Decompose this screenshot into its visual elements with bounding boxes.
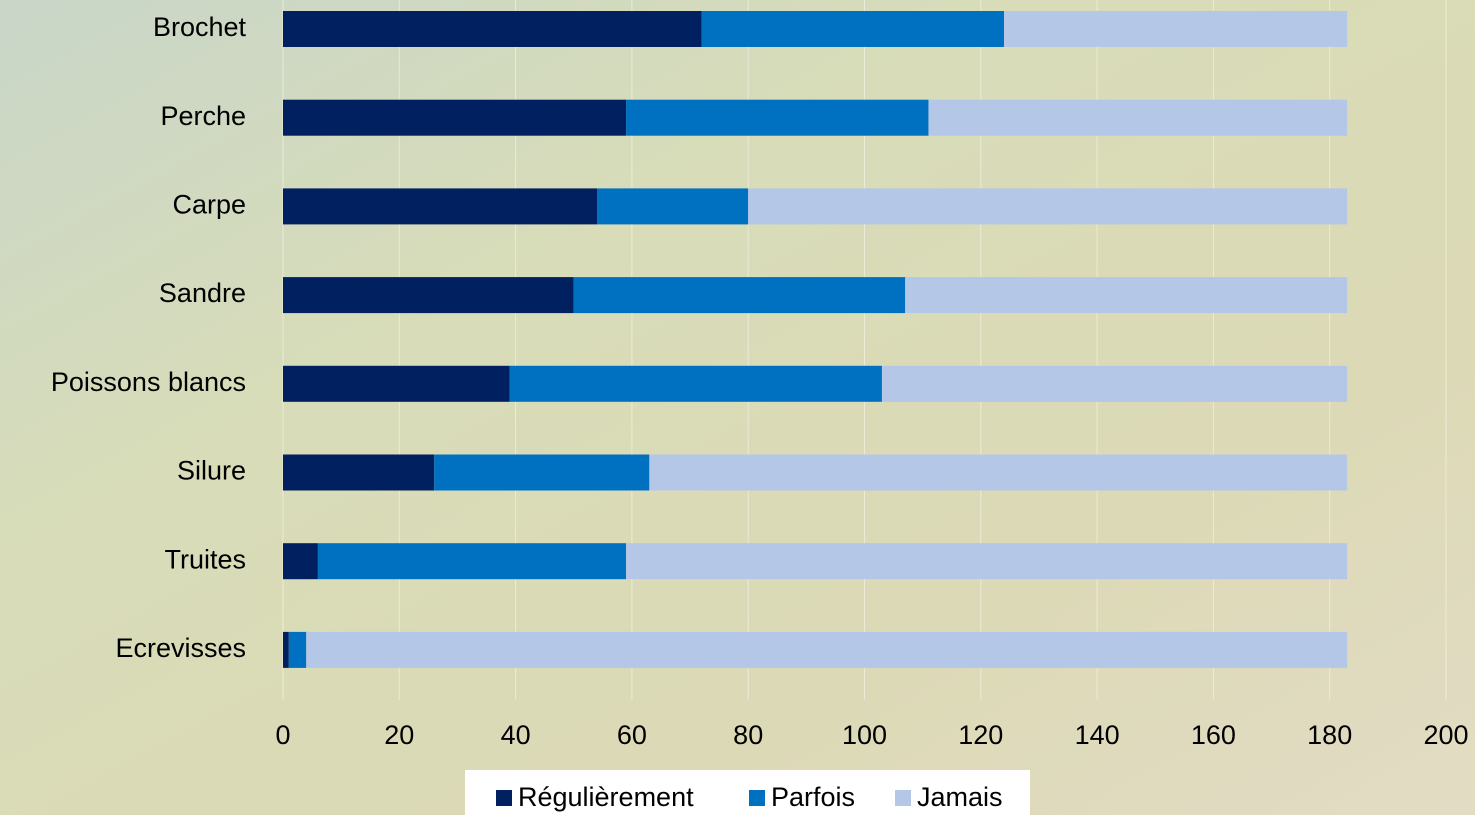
x-tick-label: 80 bbox=[733, 720, 763, 750]
y-tick-label: Ecrevisses bbox=[115, 633, 246, 663]
bar-segment bbox=[573, 277, 906, 314]
legend-label: Régulièrement bbox=[518, 782, 694, 812]
bar-segment bbox=[626, 543, 1348, 580]
legend-swatch bbox=[895, 790, 911, 806]
legend-label: Parfois bbox=[771, 782, 855, 812]
legend-label: Jamais bbox=[917, 782, 1003, 812]
bar-segment bbox=[283, 277, 574, 314]
x-tick-label: 60 bbox=[617, 720, 647, 750]
bar-segment bbox=[626, 99, 929, 136]
bar-segment bbox=[597, 188, 749, 225]
legend-swatch bbox=[496, 790, 512, 806]
x-tick-label: 200 bbox=[1423, 720, 1468, 750]
bar-segment bbox=[288, 631, 307, 668]
y-tick-label: Perche bbox=[160, 101, 246, 131]
y-tick-label: Sandre bbox=[159, 278, 246, 308]
y-tick-label: Carpe bbox=[172, 190, 246, 220]
x-tick-label: 140 bbox=[1075, 720, 1120, 750]
x-tick-label: 120 bbox=[958, 720, 1003, 750]
x-tick-label: 100 bbox=[842, 720, 887, 750]
bar-segment bbox=[434, 454, 650, 491]
x-tick-label: 20 bbox=[384, 720, 414, 750]
x-tick-label: 160 bbox=[1191, 720, 1236, 750]
bar-segment bbox=[928, 99, 1348, 136]
legend-box bbox=[465, 770, 1030, 815]
x-tick-label: 0 bbox=[275, 720, 290, 750]
bar-segment bbox=[509, 365, 882, 402]
bar-segment bbox=[283, 365, 510, 402]
bar-segment bbox=[881, 365, 1348, 402]
y-tick-label: Poissons blancs bbox=[51, 367, 246, 397]
x-tick-label: 40 bbox=[501, 720, 531, 750]
bar-segment bbox=[1004, 11, 1348, 47]
bar-segment bbox=[283, 454, 435, 491]
bar-segment bbox=[283, 11, 702, 47]
y-tick-label: Truites bbox=[164, 544, 246, 574]
y-tick-label: Silure bbox=[177, 456, 246, 486]
y-tick-label: Brochet bbox=[153, 12, 247, 42]
bar-segment bbox=[283, 631, 289, 668]
bar-segment bbox=[283, 99, 627, 136]
x-tick-label: 180 bbox=[1307, 720, 1352, 750]
bar-segment bbox=[748, 188, 1348, 225]
bar-segment bbox=[905, 277, 1348, 314]
bar-segment bbox=[283, 188, 598, 225]
bar-segment bbox=[283, 543, 318, 580]
bar-segment bbox=[317, 543, 627, 580]
bar-segment bbox=[306, 631, 1348, 668]
legend-swatch bbox=[749, 790, 765, 806]
bar-segment bbox=[649, 454, 1348, 491]
bar-segment bbox=[701, 11, 1005, 47]
